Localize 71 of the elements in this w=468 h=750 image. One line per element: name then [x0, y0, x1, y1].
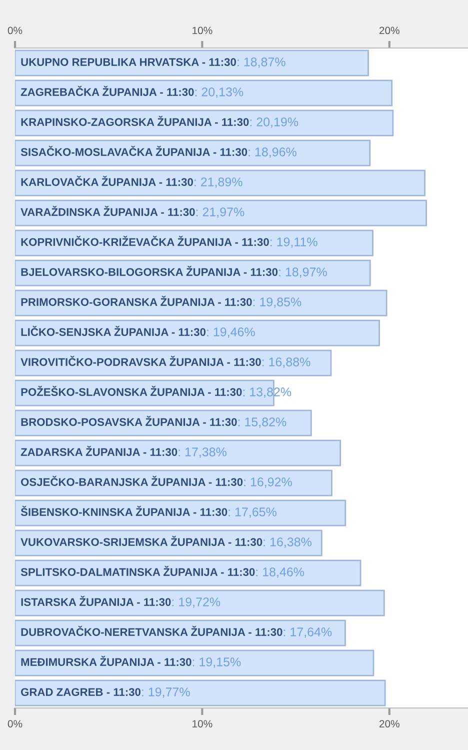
data-label: : 16,88%	[262, 358, 310, 368]
data-label: : 21,89%	[194, 178, 242, 188]
data-label: : 19,46%	[207, 328, 255, 338]
y-tick-label: ISTARSKA ŽUPANIJA - 11:30	[21, 596, 171, 606]
bar	[15, 350, 332, 376]
x2-tick-label: 10%	[192, 720, 212, 728]
data-label: : 17,64%	[284, 628, 332, 638]
data-label: : 18,97%	[279, 268, 327, 278]
bar	[15, 80, 393, 106]
y-tick-label: VARAŽDINSKA ŽUPANIJA - 11:30	[20, 206, 195, 216]
bar	[15, 170, 426, 196]
x2-tick-label: 20%	[379, 720, 400, 728]
y-tick-label: DUBROVAČKO-NERETVANSKA ŽUPANIJA - 11:30	[21, 626, 282, 636]
y-tick-label: GRAD ZAGREB - 11:30	[21, 688, 140, 696]
bar	[15, 440, 342, 466]
y-tick-label: VIROVITIČKO-PODRAVSKA ŽUPANIJA - 11:30	[20, 356, 261, 366]
bar	[15, 530, 322, 556]
bar	[15, 470, 332, 496]
y-tick-label: POŽEŠKO-SLAVONSKA ŽUPANIJA - 11:30	[21, 386, 242, 396]
x-tick-label: 20%	[379, 26, 400, 34]
y-tick-label: BJELOVARSKO-BILOGORSKA ŽUPANIJA - 11:30	[21, 266, 278, 276]
y-tick-label: BRODSKO-POSAVSKA ŽUPANIJA - 11:30	[21, 416, 237, 426]
bar	[15, 680, 386, 706]
bar	[15, 320, 380, 346]
x2-tick-label: 0%	[8, 720, 22, 728]
bar	[15, 500, 346, 526]
bar	[15, 50, 369, 76]
y-tick-label: ŠIBENSKO-KNINSKA ŽUPANIJA - 11:30	[20, 506, 228, 516]
y-tick-label: MEĐIMURSKA ŽUPANIJA - 11:30	[21, 656, 192, 666]
data-label: : 21,97%	[196, 208, 244, 218]
data-label: : 19,11%	[270, 238, 318, 248]
bar	[15, 260, 371, 286]
data-label: : 18,96%	[248, 148, 296, 158]
bar	[15, 650, 374, 676]
bar	[15, 230, 374, 256]
data-label: : 13,82%	[243, 388, 292, 398]
x-tick-label: 10%	[192, 26, 212, 34]
y-tick-label: LIČKO-SENJSKA ŽUPANIJA - 11:30	[21, 326, 206, 336]
bar	[15, 410, 312, 436]
data-label: : 15,82%	[238, 418, 286, 428]
y-tick-label: OSJEČKO-BARANJSKA ŽUPANIJA - 11:30	[21, 476, 243, 486]
y-tick-label: PRIMORSKO-GORANSKA ŽUPANIJA - 11:30	[21, 296, 252, 306]
y-tick-label: KRAPINSKO-ZAGORSKA ŽUPANIJA - 11:30	[21, 116, 249, 126]
data-label: : 19,15%	[192, 658, 241, 668]
bar	[15, 560, 362, 586]
y-tick-label: SPLITSKO-DALMATINSKA ŽUPANIJA - 11:30	[20, 566, 255, 576]
bar	[15, 620, 346, 646]
y-tick-label: SISAČKO-MOSLAVAČKA ŽUPANIJA - 11:30	[20, 146, 248, 156]
y-tick-label: ZADARSKA ŽUPANIJA - 11:30	[20, 446, 178, 456]
data-label: : 16,38%	[264, 538, 312, 548]
bar	[15, 200, 427, 226]
bar	[15, 140, 371, 166]
data-label: : 20,19%	[250, 118, 298, 128]
data-label: : 19,77%	[142, 688, 190, 698]
data-label: : 20,13%	[195, 88, 244, 98]
y-tick-label: KARLOVAČKA ŽUPANIJA - 11:30	[21, 176, 193, 186]
data-label: : 19,85%	[253, 298, 302, 308]
bar	[15, 110, 394, 136]
data-label: : 17,65%	[228, 508, 276, 518]
data-label: : 17,38%	[178, 448, 226, 458]
data-label: : 18,46%	[256, 568, 304, 578]
y-tick-label: KOPRIVNIČKO-KRIŽEVAČKA ŽUPANIJA - 11:30	[21, 236, 269, 246]
data-label: : 16,92%	[244, 478, 292, 488]
data-label: : 18,87%	[238, 58, 286, 68]
y-tick-label: VUKOVARSKO-SRIJEMSKA ŽUPANIJA - 11:30	[20, 536, 262, 546]
bar	[15, 290, 388, 316]
y-tick-label: UKUPNO REPUBLIKA HRVATSKA - 11:30	[21, 58, 236, 66]
bar	[15, 590, 385, 616]
data-label: : 19,72%	[172, 598, 220, 608]
x-tick-label: 0%	[8, 26, 22, 34]
y-tick-label: ZAGREBAČKA ŽUPANIJA - 11:30	[20, 86, 194, 96]
